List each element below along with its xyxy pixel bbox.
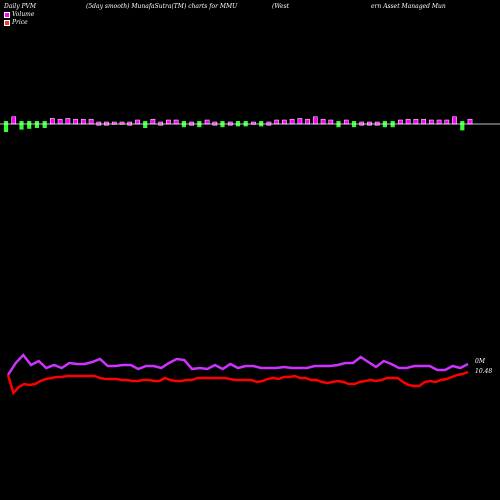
legend-volume-swatch [4,11,10,18]
chart-title-left: Daily PVM [4,3,37,10]
price-value-label: 10.48 [475,368,493,375]
pvm-bar [452,116,457,125]
pvm-bar [428,119,434,125]
legend-volume-label: Volume [12,11,35,18]
pvm-bar [398,119,403,125]
pvm-bar [444,119,450,125]
price-line [6,370,469,396]
pvm-bar [143,121,148,128]
pvm-bar [34,121,39,128]
chart-title-right-1: (West [272,3,290,10]
pvm-bar [11,116,17,125]
pvm-bar [343,119,349,125]
pvm-bar [467,118,473,125]
pvm-bar [42,121,47,128]
chart-title-mid: (5day smooth) MunafaSutra(TM) charts for… [86,3,238,10]
pvm-bar [328,119,334,125]
pvm-bar [57,118,63,125]
pvm-bar [73,118,78,125]
pvm-bar [88,118,94,125]
pvm-bar [19,121,24,130]
pvm-bar [405,118,411,125]
volume-line [6,353,469,376]
pvm-bar [3,121,9,132]
pvm-bar [413,118,419,125]
pvm-bar [65,118,71,125]
chart-title-right-2: ern Asset Managed Mun [371,3,446,10]
pvm-bar [421,118,426,125]
pvm-bar [150,118,156,125]
pvm-bar [305,118,310,125]
pvm-bar [320,118,326,125]
pvm-bar [297,118,303,125]
volume-value-label: 0M [475,358,485,365]
pvm-bar [289,118,295,125]
pvm-bar [274,119,280,125]
legend-price: Price [4,19,28,26]
pvm-bar [436,119,442,125]
pvm-bar [173,119,179,125]
pvm-bar [50,118,55,125]
pvm-bar [312,116,318,125]
pvm-bar [27,121,32,129]
legend-price-label: Price [12,19,28,26]
pvm-bar [460,121,465,131]
legend-volume: Volume [4,11,34,18]
pvm-bar [282,119,287,125]
pvm-bar [135,119,140,125]
legend-price-swatch [4,19,10,26]
pvm-bar [80,118,86,125]
pvm-bar [166,119,171,125]
pvm-bar [204,119,210,125]
